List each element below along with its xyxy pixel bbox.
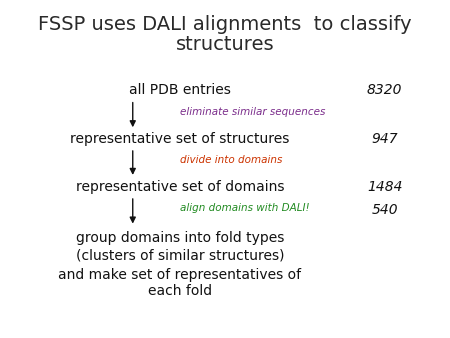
Text: group domains into fold types: group domains into fold types (76, 231, 284, 245)
Text: 8320: 8320 (367, 82, 402, 97)
Text: all PDB entries: all PDB entries (129, 82, 231, 97)
Text: each fold: each fold (148, 284, 212, 298)
Text: representative set of domains: representative set of domains (76, 179, 284, 194)
Text: divide into domains: divide into domains (180, 155, 283, 165)
Text: representative set of structures: representative set of structures (70, 131, 290, 146)
Text: (clusters of similar structures): (clusters of similar structures) (76, 248, 284, 262)
Text: FSSP uses DALI alignments  to classify: FSSP uses DALI alignments to classify (38, 15, 412, 34)
Text: align domains with DALI!: align domains with DALI! (180, 203, 310, 213)
Text: eliminate similar sequences: eliminate similar sequences (180, 107, 325, 117)
Text: and make set of representatives of: and make set of representatives of (58, 268, 302, 283)
Text: 1484: 1484 (367, 179, 402, 194)
Text: 540: 540 (371, 203, 398, 217)
Text: structures: structures (176, 35, 274, 54)
Text: 947: 947 (371, 131, 398, 146)
